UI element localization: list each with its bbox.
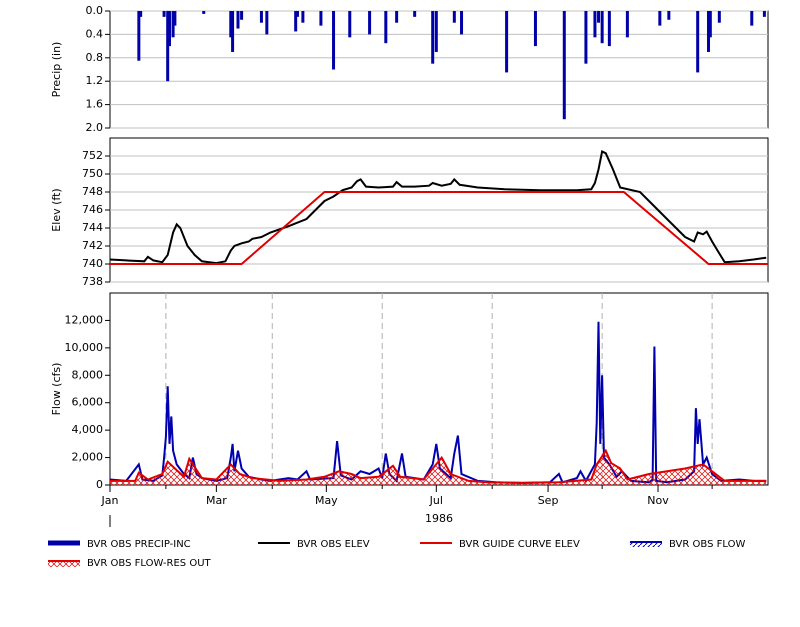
y-tick-label: 744 bbox=[82, 221, 103, 234]
bar bbox=[173, 11, 177, 26]
bar bbox=[301, 11, 305, 23]
bar bbox=[452, 11, 456, 23]
bar bbox=[593, 11, 597, 38]
y-tick-label: 1.2 bbox=[86, 74, 104, 87]
y-tick-label: 748 bbox=[82, 185, 103, 198]
bar bbox=[395, 11, 399, 23]
bar bbox=[607, 11, 611, 47]
bar bbox=[434, 11, 438, 52]
line bbox=[110, 191, 768, 265]
bar bbox=[667, 11, 671, 20]
bar bbox=[625, 11, 629, 38]
bar bbox=[413, 11, 417, 17]
y-tick-label: 10,000 bbox=[65, 341, 104, 354]
bar bbox=[265, 11, 269, 35]
y-tick-label: 12,000 bbox=[65, 313, 104, 326]
bar bbox=[319, 11, 323, 26]
y-tick-label: 6,000 bbox=[72, 396, 104, 409]
x-tick-label: Sep bbox=[538, 494, 559, 507]
y-tick-label: 750 bbox=[82, 167, 103, 180]
area bbox=[110, 450, 767, 485]
plot-frame bbox=[109, 10, 769, 129]
line bbox=[110, 448, 767, 484]
y-axis-title: Flow (cfs) bbox=[50, 363, 63, 416]
bar bbox=[431, 11, 435, 64]
bar bbox=[166, 11, 170, 82]
bar bbox=[139, 11, 143, 17]
bar bbox=[236, 11, 240, 29]
bar bbox=[708, 11, 712, 38]
bar bbox=[202, 11, 206, 14]
y-tick-label: 2,000 bbox=[72, 451, 104, 464]
bar bbox=[348, 11, 352, 38]
y-tick-label: 740 bbox=[82, 257, 103, 270]
bar bbox=[384, 11, 388, 44]
line bbox=[109, 150, 767, 265]
bar bbox=[505, 11, 509, 73]
x-axis-title: 1986 bbox=[425, 512, 453, 525]
legend-swatch bbox=[630, 542, 662, 547]
bar bbox=[259, 11, 263, 23]
plot-frame bbox=[109, 292, 769, 486]
legend-label: BVR OBS ELEV bbox=[297, 539, 370, 550]
y-tick-label: 8,000 bbox=[72, 368, 104, 381]
y-tick-label: 2.0 bbox=[86, 121, 104, 134]
y-tick-label: 0.8 bbox=[86, 51, 104, 64]
y-axis-title: Elev (ft) bbox=[50, 188, 63, 231]
y-tick-label: 4,000 bbox=[72, 423, 104, 436]
bar bbox=[584, 11, 588, 64]
x-tick-label: Jan bbox=[101, 494, 119, 507]
bar bbox=[231, 11, 235, 52]
bar bbox=[460, 11, 464, 35]
bar bbox=[762, 11, 766, 17]
bar bbox=[295, 11, 299, 17]
bar bbox=[162, 11, 166, 17]
y-tick-label: 746 bbox=[82, 203, 103, 216]
x-tick-label: May bbox=[315, 494, 338, 507]
legend-label: BVR OBS FLOW bbox=[669, 539, 745, 550]
legend-label: BVR GUIDE CURVE ELEV bbox=[459, 539, 580, 550]
x-tick-label: Jul bbox=[429, 494, 443, 507]
bar bbox=[707, 11, 711, 52]
bar bbox=[562, 11, 566, 120]
bar bbox=[368, 11, 372, 35]
bar bbox=[229, 11, 233, 38]
bar bbox=[696, 11, 700, 73]
y-tick-label: 0.4 bbox=[86, 27, 104, 40]
bar bbox=[658, 11, 662, 26]
legend-swatch bbox=[48, 561, 80, 567]
x-tick-label: Nov bbox=[647, 494, 669, 507]
y-tick-label: 738 bbox=[82, 275, 103, 288]
bar bbox=[717, 11, 721, 23]
x-tick-label: Mar bbox=[206, 494, 227, 507]
y-tick-label: 1.6 bbox=[86, 98, 104, 111]
bar bbox=[750, 11, 754, 26]
bar bbox=[597, 11, 601, 23]
bar bbox=[167, 11, 171, 47]
legend-label: BVR OBS PRECIP-INC bbox=[87, 539, 191, 550]
y-tick-label: 0.0 bbox=[86, 4, 104, 17]
y-tick-label: 742 bbox=[82, 239, 103, 252]
bar bbox=[600, 11, 604, 44]
y-tick-label: 0 bbox=[96, 478, 103, 491]
y-tick-label: 752 bbox=[82, 149, 103, 162]
y-axis-title: Precip (in) bbox=[50, 42, 63, 98]
bar bbox=[240, 11, 244, 20]
bar bbox=[137, 11, 141, 61]
bar bbox=[171, 11, 175, 38]
bar bbox=[332, 11, 336, 70]
bar bbox=[533, 11, 537, 47]
bar bbox=[294, 11, 298, 32]
legend-label: BVR OBS FLOW-RES OUT bbox=[87, 558, 212, 569]
